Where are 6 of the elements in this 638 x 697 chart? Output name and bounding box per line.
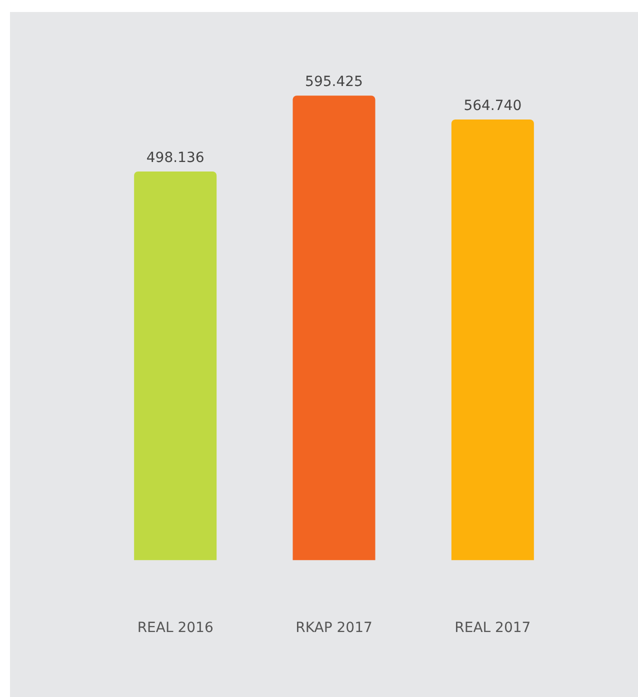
x-tick-label: REAL 2016 xyxy=(137,620,214,636)
x-tick-label: REAL 2017 xyxy=(454,620,531,636)
x-tick-label: RKAP 2017 xyxy=(296,620,372,636)
data-label: 595.425 xyxy=(305,74,363,90)
data-label: 564.740 xyxy=(464,98,522,114)
data-label: 498.136 xyxy=(146,150,204,166)
